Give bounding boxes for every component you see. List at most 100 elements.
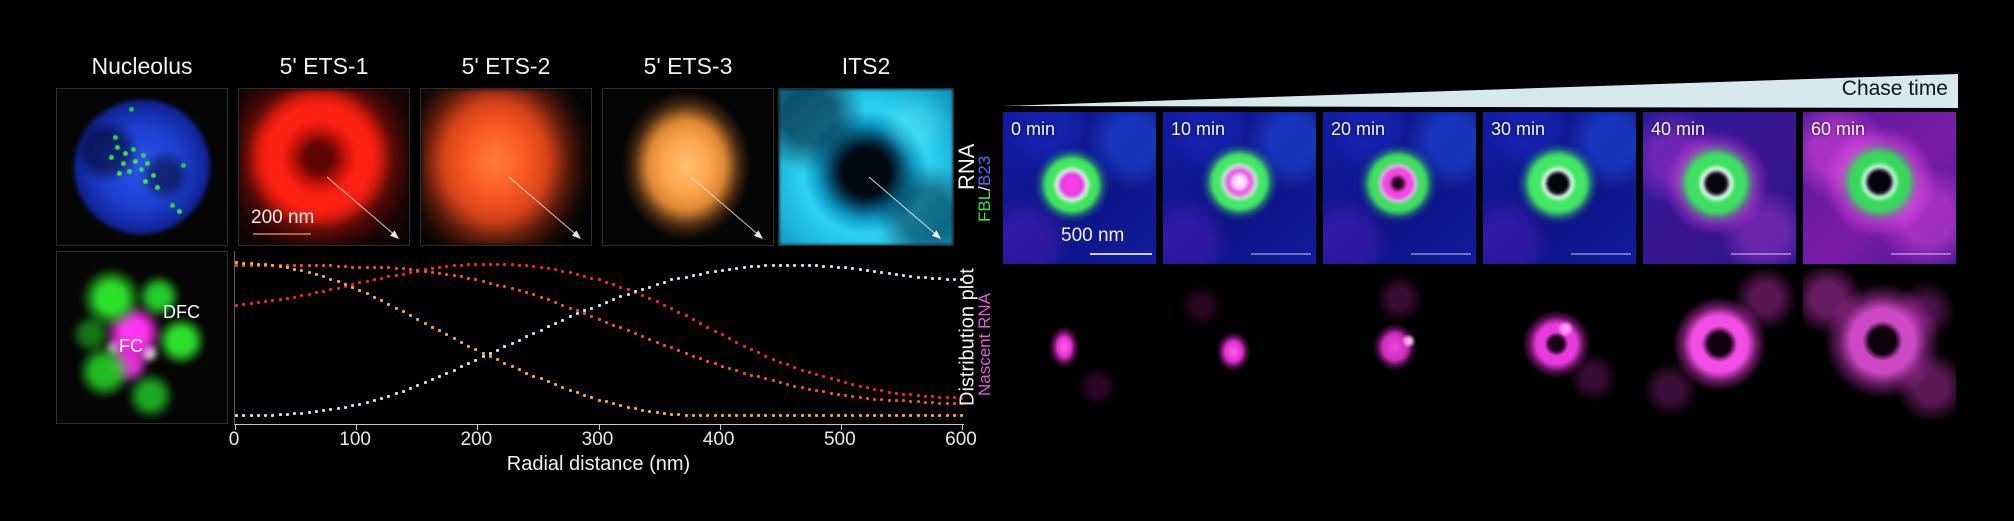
plot-dot-5' ETS-3 [931, 414, 934, 418]
chase-image-nascent-rna-0min [1003, 268, 1156, 420]
plot-dot-5' ETS-3 [764, 414, 768, 418]
plot-dot-5' ETS-3 [648, 409, 652, 413]
plot-dot-5' ETS-1 [771, 357, 775, 361]
plot-dot-5' ETS-3 [706, 414, 710, 418]
plot-dot-5' ETS-2 [793, 384, 797, 388]
plot-dot-5' ETS-1 [264, 299, 267, 303]
plot-dot-ITS2 [720, 268, 724, 272]
plot-dot-5' ETS-2 [815, 389, 818, 393]
plot-dot-5' ETS-2 [467, 276, 470, 280]
plot-dot-5' ETS-3 [242, 261, 246, 265]
plot-dot-ITS2 [691, 274, 695, 278]
plot-dot-5' ETS-2 [365, 265, 369, 269]
plot-dot-5' ETS-3 [749, 414, 753, 418]
plot-dot-5' ETS-1 [735, 341, 739, 345]
plot-dot-5' ETS-3 [677, 413, 681, 417]
plot-dot-5' ETS-3 [916, 414, 920, 418]
plot-dot-5' ETS-1 [561, 269, 565, 273]
plot-dot-5' ETS-1 [800, 368, 804, 372]
plot-dot-5' ETS-2 [401, 267, 405, 271]
plot-dot-5' ETS-2 [829, 391, 833, 395]
plot-dot-5' ETS-2 [293, 264, 296, 268]
plot-dot-5' ETS-3 [322, 275, 325, 279]
column-title-5ets2: 5' ETS-2 [461, 53, 551, 79]
plot-dot-ITS2 [844, 266, 847, 270]
plot-dot-5' ETS-1 [256, 300, 260, 304]
plot-dot-5' ETS-3 [728, 414, 731, 418]
plot-dot-5' ETS-1 [467, 263, 470, 267]
plot-dot-5' ETS-2 [249, 264, 253, 268]
plot-dot-5' ETS-3 [380, 299, 383, 302]
plot-dot-5' ETS-2 [749, 373, 753, 377]
plot-dot-ITS2 [764, 264, 768, 268]
timepoint-label-30min: 30 min [1491, 119, 1546, 139]
plot-dot-5' ETS-1 [343, 284, 347, 288]
plot-dot-5' ETS-1 [764, 354, 768, 358]
plot-dot-ITS2 [822, 264, 826, 268]
plot-dot-5' ETS-3 [517, 368, 521, 372]
plot-dot-5' ETS-1 [285, 296, 289, 300]
plot-dot-5' ETS-3 [459, 340, 463, 344]
nucleolus-structure-art [1643, 112, 1796, 264]
plot-dot-5' ETS-1 [314, 291, 318, 295]
plot-dot-5' ETS-1 [300, 294, 304, 298]
row-label-fbl-b23: FBL / B23 [972, 118, 998, 260]
plot-dot-ITS2 [670, 278, 673, 282]
x-tickmark-600 [962, 425, 963, 430]
plot-dot-5' ETS-1 [749, 348, 753, 352]
scale-bar-200nm-label: 200 nm [251, 207, 315, 228]
chase-image-nascent-rna-60min [1803, 268, 1956, 420]
plot-dot-5' ETS-3 [641, 408, 644, 412]
nucleus-image-art [57, 89, 227, 245]
plot-dot-5' ETS-2 [532, 293, 536, 297]
plot-dot-5' ETS-3 [358, 289, 362, 293]
plot-dot-5' ETS-3 [590, 396, 594, 400]
plot-dot-5' ETS-1 [249, 301, 253, 305]
plot-dot-5' ETS-2 [648, 337, 652, 341]
scale-bar-line [1411, 253, 1471, 255]
plot-dot-ITS2 [945, 277, 949, 281]
plot-dot-ITS2 [575, 312, 579, 316]
plot-dot-5' ETS-1 [793, 366, 797, 370]
plot-dot-5' ETS-3 [771, 414, 775, 418]
plot-dot-5' ETS-2 [612, 323, 615, 327]
plot-dot-5' ETS-2 [307, 264, 311, 268]
plot-dot-5' ETS-2 [641, 335, 644, 339]
plot-dot-5' ETS-1 [394, 274, 398, 278]
plot-dot-5' ETS-3 [887, 414, 891, 418]
plot-dot-5' ETS-2 [474, 277, 478, 281]
plot-dot-ITS2 [554, 322, 557, 326]
chase-image-nascent-rna-10min [1163, 268, 1316, 420]
plot-dot-5' ETS-1 [844, 380, 847, 384]
plot-dot-5' ETS-2 [771, 379, 775, 383]
plot-dot-5' ETS-1 [670, 306, 673, 310]
plot-dot-ITS2 [728, 267, 731, 271]
scale-bar-500nm-line [1090, 253, 1152, 255]
plot-dot-5' ETS-1 [604, 280, 608, 284]
pointer-arrow [326, 176, 399, 239]
plot-dot-5' ETS-1 [517, 263, 521, 267]
plot-dot-5' ETS-3 [619, 404, 623, 408]
timepoint-label-0min: 0 min [1011, 119, 1056, 139]
row-label-nascent-rna: Nascent RNA [975, 293, 994, 397]
plot-dot-5' ETS-1 [525, 264, 528, 268]
plot-dot-ITS2 [699, 272, 702, 276]
plot-dot-5' ETS-3 [844, 414, 847, 418]
plot-dot-ITS2 [894, 273, 898, 277]
image-5ets3 [602, 88, 774, 246]
plot-dot-ITS2 [684, 275, 688, 279]
plot-dot-5' ETS-2 [844, 394, 847, 398]
plot-dot-5' ETS-2 [662, 343, 666, 347]
plot-dot-ITS2 [735, 266, 739, 270]
plot-dot-5' ETS-1 [865, 386, 869, 390]
plot-dot-5' ETS-3 [561, 385, 565, 389]
plot-dot-ITS2 [401, 389, 405, 393]
fbl-label-part: FBL [975, 190, 994, 223]
plot-dot-5' ETS-1 [387, 275, 391, 279]
plot-dot-5' ETS-1 [380, 276, 383, 280]
plot-dot-5' ETS-2 [670, 346, 673, 350]
fc-dfc-image-art [57, 252, 227, 423]
scale-bar-200nm-line [253, 233, 311, 235]
plot-dot-5' ETS-1 [945, 396, 949, 399]
plot-dot-5' ETS-1 [699, 322, 702, 326]
